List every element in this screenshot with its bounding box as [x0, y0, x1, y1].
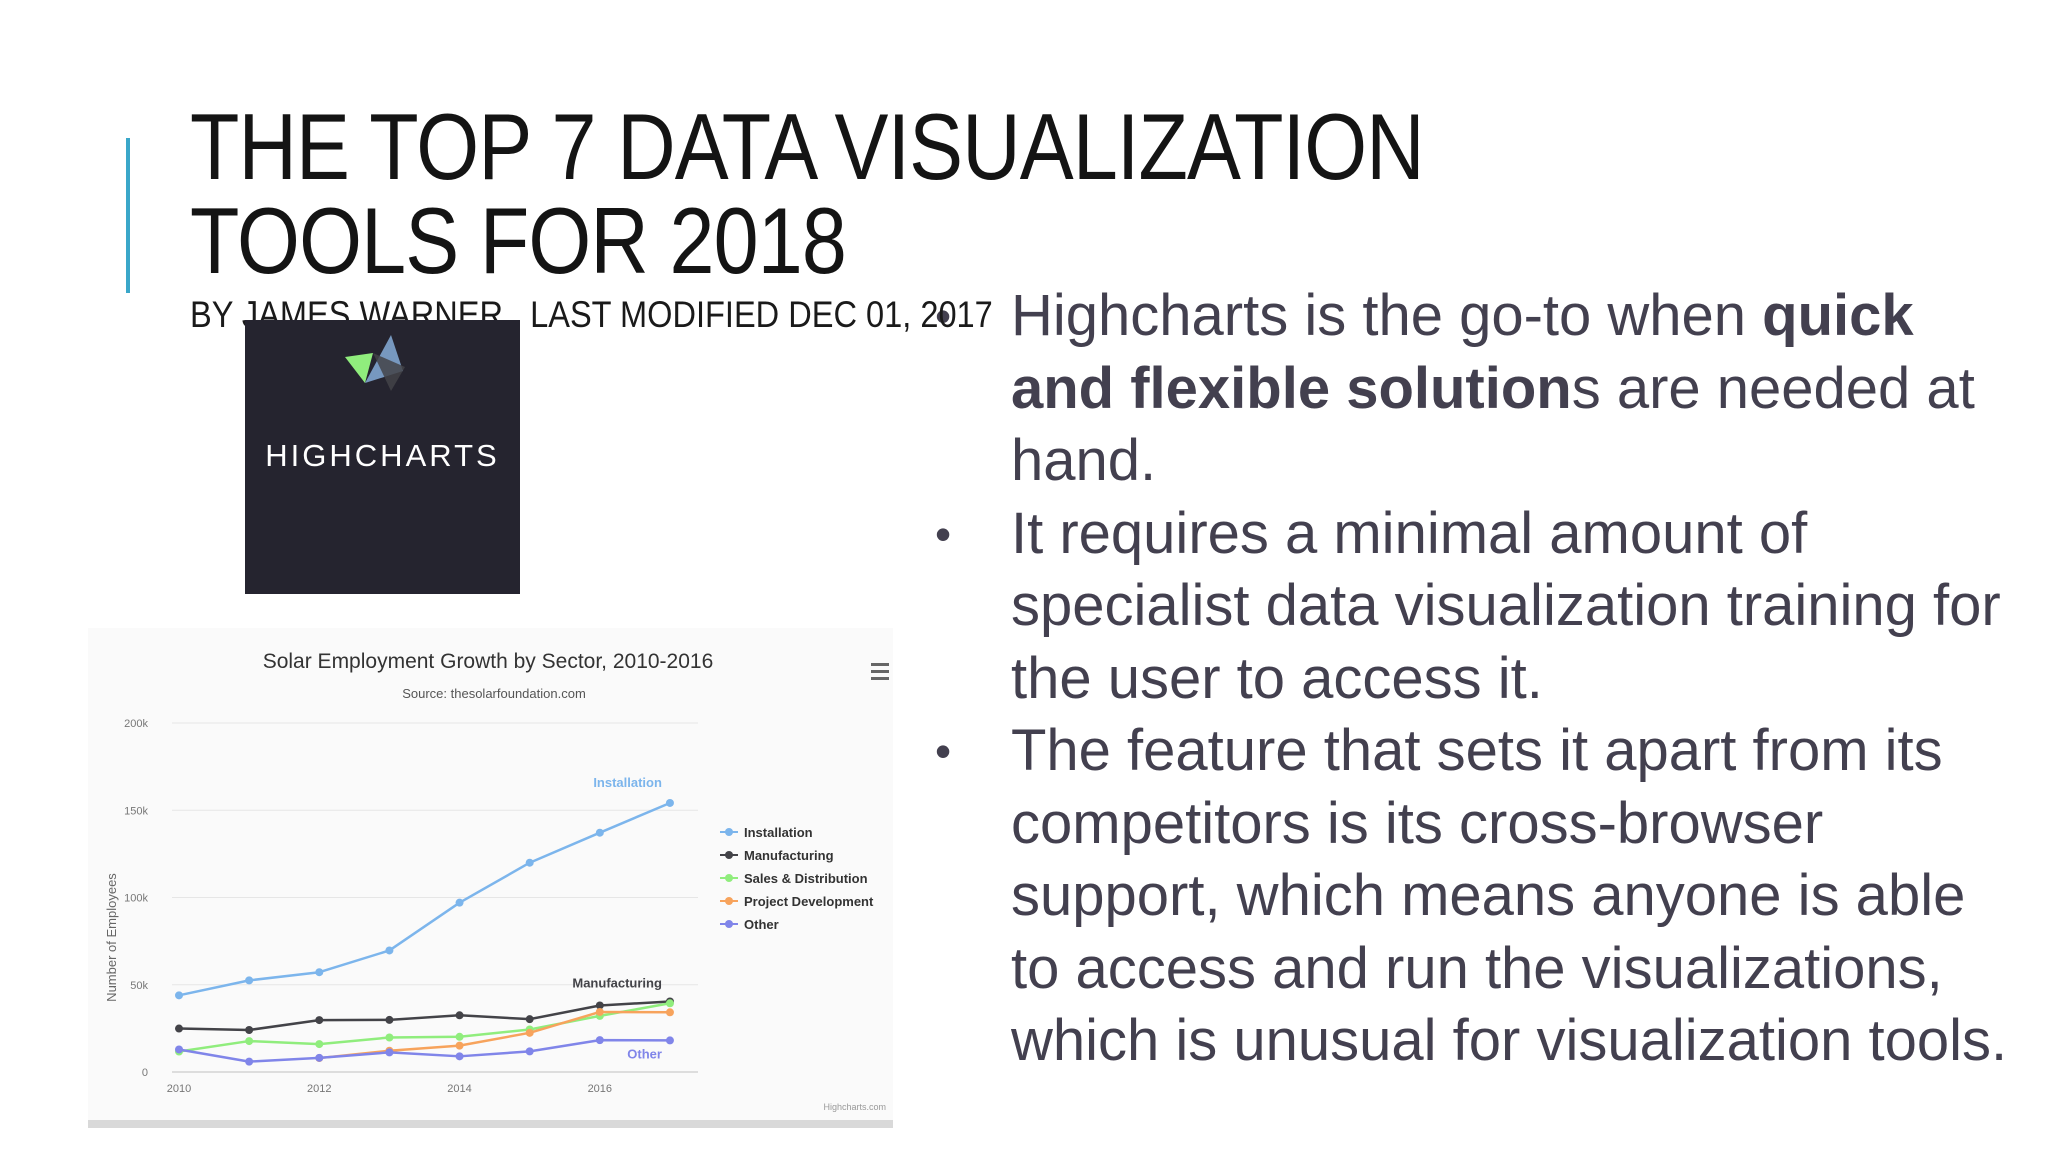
y-tick-label: 200k	[124, 718, 148, 730]
series-end-label: Manufacturing	[572, 975, 662, 990]
data-point	[665, 798, 674, 807]
data-point	[315, 1053, 324, 1062]
y-tick-label: 50k	[130, 980, 148, 992]
y-axis-title: Number of Employees	[104, 873, 119, 1002]
slide-title: THE TOP 7 DATA VISUALIZATION TOOLS FOR 2…	[190, 94, 1425, 293]
data-point	[245, 976, 254, 985]
highcharts-wordmark: HIGHCHARTS	[265, 438, 500, 473]
legend-item: Project Development	[744, 894, 874, 909]
chart-subtitle: Source: thesolarfoundation.com	[402, 686, 586, 701]
series-line	[178, 1000, 671, 1032]
data-point	[385, 1015, 394, 1024]
legend-item: Other	[744, 917, 779, 932]
chart-title: Solar Employment Growth by Sector, 2010-…	[263, 650, 714, 673]
bullet-item: • The feature that sets it apart from it…	[935, 715, 2015, 1078]
data-point	[665, 999, 674, 1008]
solar-employment-chart: Solar Employment Growth by Sector, 2010-…	[104, 650, 889, 1112]
data-point	[455, 898, 464, 907]
chart-credits: Highcharts.com	[823, 1102, 886, 1112]
bullet-text: It requires a minimal amount of speciali…	[1011, 500, 2001, 711]
data-point	[595, 828, 604, 837]
data-point	[385, 1033, 394, 1042]
data-point	[315, 968, 324, 977]
bullet-list: • Highcharts is the go-to when quick and …	[935, 280, 2015, 1078]
data-point	[315, 1016, 324, 1025]
data-point	[455, 1011, 464, 1020]
series-end-label: Installation	[593, 775, 662, 790]
data-point	[385, 946, 394, 955]
y-tick-label: 0	[142, 1067, 148, 1079]
title-accent-bar	[126, 138, 130, 293]
series-line	[178, 801, 671, 997]
legend-swatch-marker	[725, 920, 733, 928]
data-point	[245, 1026, 254, 1035]
data-point	[595, 1001, 604, 1010]
bullet-item: • It requires a minimal amount of specia…	[935, 498, 2015, 716]
chart-bottom-divider	[88, 1120, 893, 1128]
bullet-bold-text: quick and flexible solution	[1011, 283, 1914, 421]
bullet-item: • Highcharts is the go-to when quick and …	[935, 280, 2015, 498]
data-point	[665, 1008, 674, 1017]
legend-item: Manufacturing	[744, 848, 834, 863]
x-tick-label: 2010	[167, 1083, 191, 1095]
data-point	[455, 1052, 464, 1061]
bullet-dot: •	[935, 507, 952, 560]
data-point	[245, 1057, 254, 1066]
data-point	[455, 1041, 464, 1050]
legend-swatch-marker	[725, 874, 733, 882]
series-line	[178, 1038, 670, 1063]
highcharts-logo: HIGHCHARTS	[245, 320, 520, 594]
data-point	[385, 1048, 394, 1057]
data-point	[525, 858, 534, 867]
data-point	[595, 1036, 604, 1045]
highcharts-logo-mark-icon	[345, 335, 405, 391]
data-point	[525, 1047, 534, 1056]
series-end-label: Other	[627, 1046, 662, 1061]
data-point	[525, 1015, 534, 1024]
bullet-text: Highcharts is the go-to when	[1011, 283, 1763, 348]
x-tick-label: 2012	[307, 1083, 331, 1095]
legend-item: Sales & Distribution	[744, 871, 868, 886]
legend-swatch-marker	[725, 828, 733, 836]
legend-item: Installation	[744, 825, 813, 840]
data-point	[175, 1024, 184, 1033]
data-point	[315, 1040, 324, 1049]
chart-panel: Solar Employment Growth by Sector, 2010-…	[88, 628, 893, 1128]
bullet-dot: •	[935, 725, 952, 777]
data-point	[245, 1037, 254, 1046]
data-point	[175, 991, 184, 1000]
bullet-text: s are needed at hand.	[1011, 355, 1975, 494]
data-point	[175, 1045, 184, 1054]
bullet-dot: •	[935, 290, 952, 342]
x-tick-label: 2014	[447, 1083, 471, 1095]
data-point	[595, 1007, 604, 1016]
series-line	[319, 1010, 670, 1060]
y-tick-label: 100k	[124, 893, 148, 905]
y-tick-label: 150k	[124, 805, 148, 817]
x-tick-label: 2016	[588, 1083, 612, 1095]
legend-swatch-marker	[725, 851, 733, 859]
data-point	[525, 1028, 534, 1037]
data-point	[665, 1036, 674, 1045]
bullet-text: The feature that sets it apart from its …	[1011, 718, 2008, 1073]
hamburger-menu-icon[interactable]	[871, 663, 889, 680]
series-line	[178, 1002, 671, 1053]
legend-swatch-marker	[725, 897, 733, 905]
data-point	[455, 1032, 464, 1041]
